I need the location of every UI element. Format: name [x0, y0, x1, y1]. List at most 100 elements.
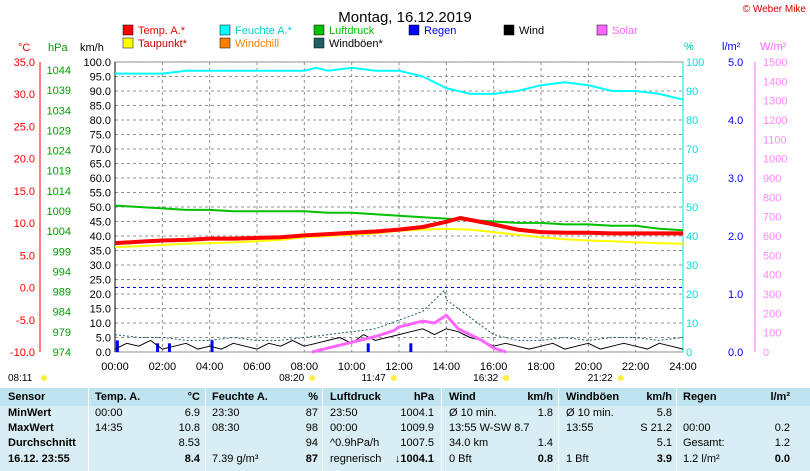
table-cell: MaxWert: [8, 422, 54, 434]
table-cell: Ø 10 min.: [566, 407, 614, 419]
table-header-row: [0, 388, 810, 406]
x-tick-label: 10:00: [338, 361, 366, 373]
temp-tick-label: 30.0: [14, 89, 35, 101]
pressure-tick-label: 994: [53, 266, 71, 278]
table-cell: 13:55: [566, 422, 594, 434]
x-tick-label: 04:00: [196, 361, 224, 373]
humidity-tick-label: 50: [686, 202, 698, 214]
wind-tick-label: 35.0: [90, 246, 111, 258]
table-cell: 5.1: [656, 437, 672, 449]
table-cell: regnerisch: [330, 453, 382, 465]
legend-label: Regen: [424, 25, 456, 37]
table-cell: 00:00: [330, 422, 358, 434]
solar-tick-label: 1200: [763, 115, 787, 127]
legend-label: Wind: [519, 25, 544, 37]
wind-tick-label: 0.0: [96, 347, 111, 359]
pressure-tick-label: 1034: [47, 105, 71, 117]
table-header-cell: %: [308, 391, 318, 403]
table-header-cell: Sensor: [8, 391, 46, 403]
humidity-tick-label: 30: [686, 260, 698, 272]
series-line: [114, 204, 684, 232]
solar-tick-label: 1300: [763, 96, 787, 108]
wind-tick-label: 45.0: [90, 217, 111, 229]
copyright-label: © Weber Mike: [742, 4, 806, 15]
legend-swatch: [408, 24, 420, 36]
pressure-tick-label: 999: [53, 246, 71, 258]
table-cell: 0.8: [537, 453, 553, 465]
solar-tick-label: 300: [763, 289, 781, 301]
table-header-cell: km/h: [527, 391, 553, 403]
pressure-tick-label: 1014: [47, 186, 71, 198]
wind-axis-label: km/h: [80, 42, 104, 54]
x-tick-label: 16:00: [480, 361, 508, 373]
rain-bar: [366, 343, 370, 352]
table-header-cell: Feuchte A.: [212, 391, 268, 403]
wind-tick-label: 20.0: [90, 289, 111, 301]
series-line: [311, 313, 507, 354]
legend-swatch: [219, 37, 231, 49]
pressure-axis-label: hPa: [48, 42, 68, 54]
table-divider: [558, 388, 559, 471]
wind-tick-label: 55.0: [90, 188, 111, 200]
legend-label: Luftdruck: [329, 25, 375, 37]
table-cell: 16.12. 23:55: [8, 453, 70, 465]
wind-tick-label: 50.0: [90, 202, 111, 214]
solar-tick-label: 200: [763, 308, 781, 320]
series-line: [114, 328, 684, 350]
wind-tick-label: 70.0: [90, 144, 111, 156]
series-line: [115, 66, 684, 101]
legend-swatch: [596, 24, 608, 36]
legend-swatch: [313, 24, 325, 36]
x-tick-label: 24:00: [669, 361, 697, 373]
wind-tick-label: 15.0: [90, 304, 111, 316]
table-cell: 5.8: [656, 407, 672, 419]
table-cell: S 21.2: [640, 422, 672, 434]
table-cell: 1.2 l/m²: [683, 453, 720, 465]
table-cell: 08:30: [212, 422, 240, 434]
sun-event-marker: [41, 375, 47, 381]
rain-tick-label: 4.0: [728, 115, 743, 127]
rain-tick-label: 2.0: [728, 231, 743, 243]
humidity-tick-label: 0: [686, 347, 692, 359]
legend-label: Windböen*: [329, 38, 384, 50]
table-cell: 10.8: [178, 422, 200, 434]
table-cell: Durchschnitt: [8, 437, 76, 449]
wind-tick-label: 100.0: [83, 57, 111, 69]
wind-tick-label: 90.0: [90, 86, 111, 98]
pressure-tick-label: 1009: [47, 206, 71, 218]
sun-event-label: 11:47: [361, 373, 386, 384]
pressure-tick-label: 989: [53, 287, 71, 299]
humidity-tick-label: 100: [686, 57, 704, 69]
pressure-tick-label: 1024: [47, 146, 71, 158]
humidity-tick-label: 70: [686, 144, 698, 156]
table-header-cell: Windböen: [566, 391, 620, 403]
series-line: [114, 216, 683, 246]
table-cell: 1 Bft: [566, 453, 589, 465]
temp-tick-label: 0.0: [20, 283, 35, 295]
table-cell: 1.4: [537, 437, 553, 449]
temp-tick-label: -5.0: [16, 315, 35, 327]
temp-tick-label: 10.0: [14, 218, 35, 230]
table-cell: 1007.5: [400, 437, 434, 449]
temp-tick-label: 5.0: [20, 250, 35, 262]
sun-event-marker: [390, 375, 397, 381]
statistics-table: Sensor Temp. A. °C Feuchte A.% Luftdruck hPa W…: [0, 388, 810, 471]
rain-bar: [210, 340, 214, 352]
table-cell: 00:00: [683, 422, 711, 434]
sun-event-marker: [617, 375, 624, 381]
solar-tick-label: 800: [763, 192, 781, 204]
x-tick-label: 02:00: [149, 361, 177, 373]
wind-tick-label: 10.0: [90, 318, 111, 330]
temp-tick-label: 25.0: [14, 121, 35, 133]
rain-tick-label: 5.0: [728, 57, 743, 69]
sun-event-label: 08:11: [8, 373, 33, 384]
table-cell: 8.4: [184, 453, 200, 465]
weather-chart: Montag, 16.12.2019 °C hPa km/h% l/m² W/m² 35.0…: [8, 9, 787, 384]
table-cell: ^0.9hPa/h: [330, 437, 380, 449]
legend-swatch: [122, 24, 134, 36]
table-header-cell: Regen: [683, 391, 717, 403]
chart-title: Montag, 16.12.2019: [338, 9, 471, 26]
solar-tick-label: 1400: [763, 76, 787, 88]
table-cell: 23:50: [330, 407, 358, 419]
rain-bar: [156, 343, 160, 352]
